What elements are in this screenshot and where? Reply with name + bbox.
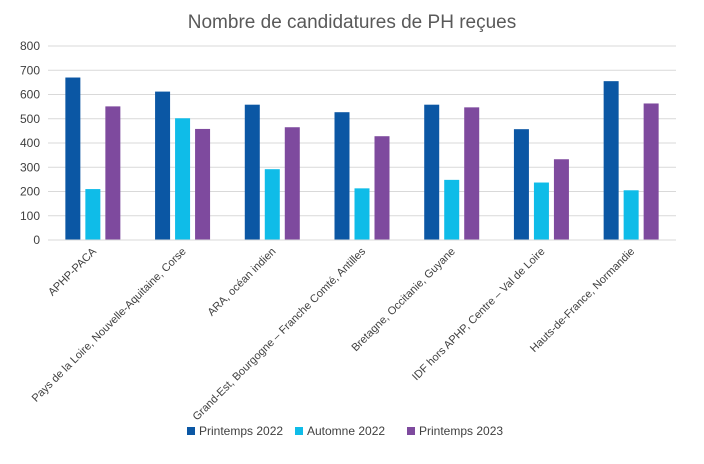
bar-3-4: [374, 136, 390, 240]
gridlines: [48, 45, 676, 217]
bar-2-6: [533, 182, 549, 240]
y-tick-label: 400: [20, 136, 40, 150]
legend-label: Printemps 2022: [199, 424, 283, 438]
bars: [65, 77, 659, 241]
y-tick-label: 100: [20, 209, 40, 223]
bar-2-5: [444, 179, 460, 240]
x-category-label: Bretagne, Occitanie, Guyane: [349, 246, 457, 354]
bar-3-2: [195, 128, 211, 240]
bar-1-1: [65, 77, 81, 241]
y-tick-label: 0: [33, 233, 40, 247]
x-category-label: ARA, océan indien: [205, 246, 278, 319]
bar-2-3: [264, 169, 280, 240]
y-tick-label: 500: [20, 112, 40, 126]
bar-1-4: [334, 112, 350, 240]
bar-3-1: [105, 106, 121, 240]
bar-2-4: [354, 188, 370, 240]
y-tick-label: 300: [20, 160, 40, 174]
bar-2-1: [85, 189, 101, 240]
bar-3-6: [553, 159, 569, 240]
x-category-label: Grand-Est, Bourgogne – Franche Comté, An…: [191, 245, 369, 423]
bar-1-6: [513, 129, 529, 240]
x-category-label: APHP-PACA: [46, 245, 99, 298]
x-category-label: Pays de la Loire, Nouvelle-Aquitaine, Co…: [30, 246, 189, 405]
legend-swatch: [295, 427, 303, 435]
y-tick-label: 800: [20, 39, 40, 53]
y-tick-label: 200: [20, 185, 40, 199]
chart-title: Nombre de candidatures de PH reçues: [188, 12, 516, 33]
legend-label: Printemps 2023: [419, 424, 503, 438]
legend: Printemps 2022 Automne 2022 Printemps 2023: [187, 424, 503, 438]
bar-3-5: [464, 107, 480, 240]
bar-2-7: [623, 190, 639, 240]
y-tick-label: 700: [20, 63, 40, 77]
y-tick-label: 600: [20, 88, 40, 102]
bar-2-2: [175, 118, 191, 240]
legend-swatch: [187, 427, 195, 435]
bar-3-3: [284, 127, 300, 240]
bar-1-5: [424, 104, 440, 240]
legend-label: Automne 2022: [307, 424, 385, 438]
legend-swatch: [407, 427, 415, 435]
y-axis-tick-labels: 0 100 200 300 400 500 600 700 800: [20, 39, 40, 247]
bar-1-3: [244, 104, 260, 240]
bar-1-2: [155, 91, 171, 240]
bar-3-7: [643, 103, 659, 240]
x-category-label: Hauts-de-France, Normandie: [528, 246, 637, 355]
bar-1-7: [603, 81, 619, 240]
